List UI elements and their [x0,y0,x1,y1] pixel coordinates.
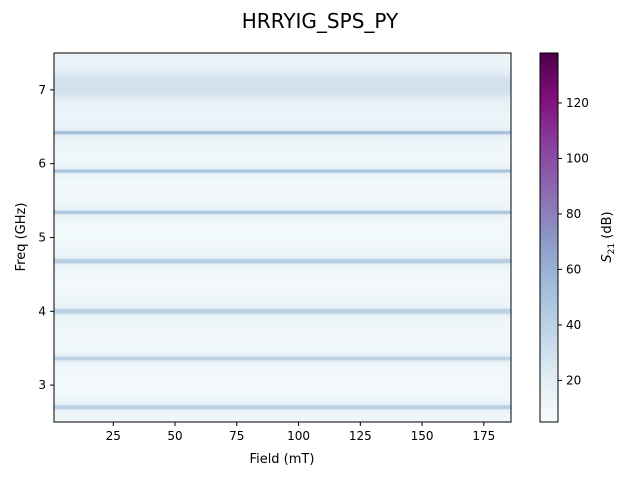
colorbar-label-unit: (dB) [600,211,615,242]
x-axis: 25 50 75 100 125 150 175 [106,422,495,443]
resonance-band-2 [54,357,511,361]
y-tick-label: 4 [38,304,46,318]
y-tick-label: 3 [38,378,46,392]
colorbar-tick-label: 20 [566,373,581,387]
colorbar-label-sub: 21 [607,243,617,254]
colorbar-tick-label: 60 [566,262,581,276]
colorbar-gradient [539,52,559,423]
heatmap-image [54,53,511,422]
y-tick-label: 5 [38,231,46,245]
x-axis-label: Field (mT) [250,452,315,467]
y-axis-label: Freq (GHz) [14,203,29,272]
resonance-band-5 [54,210,511,214]
x-tick-label: 50 [167,429,182,443]
x-tick-label: 125 [349,429,372,443]
y-axis: 3 4 5 6 7 [38,83,54,392]
resonance-band-8 [54,77,511,96]
x-tick-label: 100 [287,429,310,443]
colorbar-tick-label: 80 [566,207,581,221]
resonance-band-4 [54,259,511,263]
resonance-band-6 [54,169,511,173]
plot-area [53,52,512,423]
x-tick-label: 150 [411,429,434,443]
colorbar-tick-label: 40 [566,318,581,332]
colorbar-tick-label: 120 [566,96,589,110]
colorbar-ticks: 20 40 60 80 100 120 [558,96,589,387]
chart-title: HRRYIG_SPS_PY [242,9,399,33]
resonance-band-3 [54,309,511,314]
y-tick-label: 6 [38,157,46,171]
x-tick-label: 75 [229,429,244,443]
colorbar-label-main: S [600,254,615,262]
colorbar: 20 40 60 80 100 120 S21 (dB) [539,52,617,423]
colorbar-tick-label: 100 [566,151,589,165]
resonance-band-1 [54,405,511,409]
y-tick-label: 7 [38,83,46,97]
resonance-band-7 [54,131,511,135]
x-tick-label: 175 [472,429,495,443]
x-tick-label: 25 [106,429,121,443]
colorbar-label: S21 (dB) [600,211,617,262]
